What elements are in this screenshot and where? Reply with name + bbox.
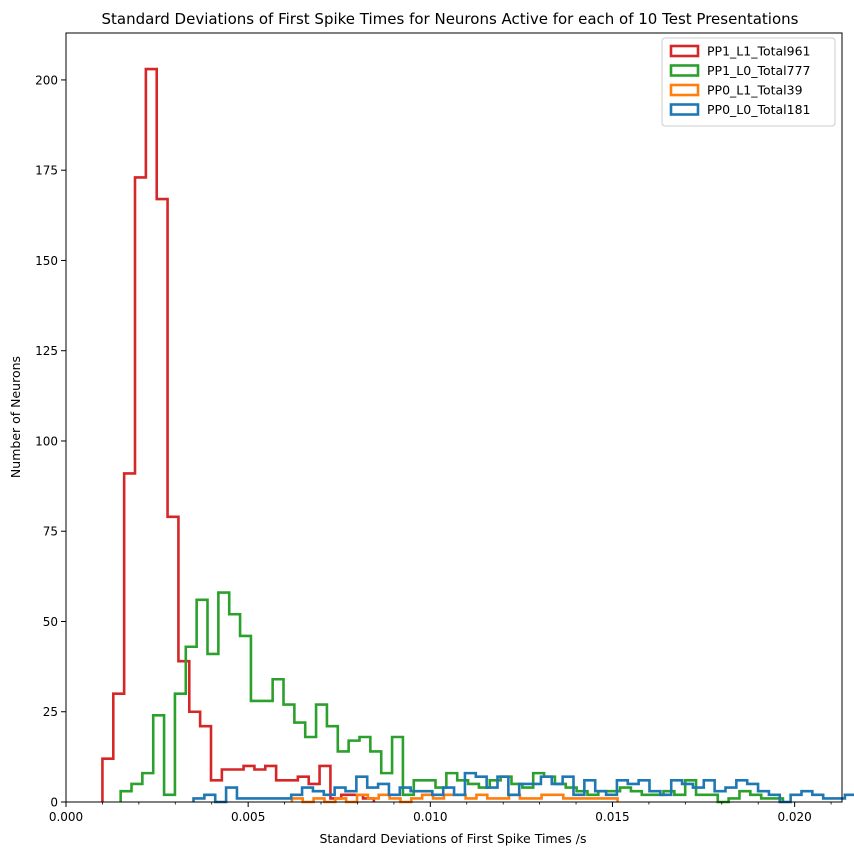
- y-axis-title: Number of Neurons: [8, 356, 23, 478]
- x-tick-label: 0.005: [231, 810, 265, 824]
- axes-frame: [65, 32, 843, 803]
- legend-label-pp0-l0-total181: PP0_L0_Total181: [707, 102, 811, 117]
- series-pp0-l1-total39-step-line: [290, 793, 619, 804]
- legend-label-pp0-l1-total39: PP0_L1_Total39: [707, 83, 803, 98]
- y-tick-label: 0: [50, 796, 58, 810]
- x-tick-label: 0.015: [595, 810, 629, 824]
- y-tick-label: 100: [35, 434, 58, 448]
- x-tick-label: 0.010: [413, 810, 447, 824]
- series-layer: [101, 67, 854, 804]
- y-tick-label: 125: [35, 344, 58, 358]
- legend-swatch-pp0-l0-total181: [669, 103, 700, 116]
- x-axis-title: Standard Deviations of First Spike Times…: [319, 831, 586, 846]
- x-tick-label: 0.020: [777, 810, 811, 824]
- legend-label-pp1-l0-total777: PP1_L0_Total777: [707, 63, 811, 78]
- y-tick-label: 175: [35, 164, 58, 178]
- series-pp1-l1-total961-step-line: [101, 67, 376, 802]
- legend-swatch-pp1-l0-total777: [669, 64, 700, 77]
- legend-label-pp1-l1-total961: PP1_L1_Total961: [707, 44, 811, 59]
- legend-swatch-pp1-l1-total961: [669, 44, 700, 58]
- chart-title: Standard Deviations of First Spike Times…: [102, 10, 799, 28]
- legend-swatch-pp0-l1-total39: [669, 83, 700, 97]
- x-axis-ticks: 0.000 0.005 0.010 0.015 0.020: [49, 802, 832, 824]
- y-tick-label: 50: [43, 615, 58, 629]
- plot-area: 0.000 0.005 0.010 0.015 0.020 0 25 50 75 100 125 1…: [35, 32, 854, 824]
- x-tick-label: 0.000: [49, 810, 83, 824]
- series-pp1-l0-total777-step-line: [119, 591, 785, 804]
- y-tick-label: 200: [35, 73, 58, 87]
- y-tick-label: 150: [35, 254, 58, 268]
- legend-box: [661, 37, 836, 127]
- y-axis-ticks: 0 25 50 75 100 125 150 175 200: [35, 73, 66, 810]
- series-pp0-l0-total181-step-line: [192, 771, 854, 804]
- y-tick-label: 25: [43, 705, 58, 719]
- y-tick-label: 75: [43, 525, 58, 539]
- legend: PP1_L1_Total961 PP1_L0_Total777 PP0_L1_Tot…: [661, 37, 836, 127]
